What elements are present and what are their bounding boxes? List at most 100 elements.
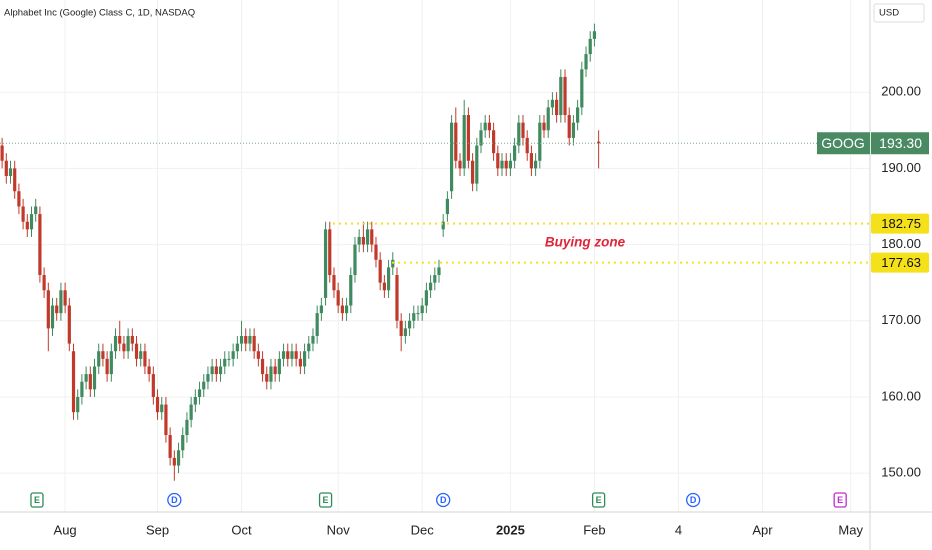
- candle-body: [382, 282, 386, 291]
- level-label: 182.75: [881, 216, 921, 231]
- annotation: Buying zone: [545, 235, 626, 250]
- candle-body: [218, 366, 223, 375]
- candle-body: [273, 366, 277, 375]
- candle-body: [55, 305, 59, 314]
- event-marker: E: [30, 492, 44, 508]
- candle-body: [244, 336, 248, 344]
- candle-body: [46, 290, 50, 329]
- candle-body: [449, 122, 454, 192]
- candle-body: [496, 153, 500, 169]
- event-marker: E: [833, 492, 847, 508]
- candle-body: [50, 305, 55, 329]
- candle-body: [445, 198, 449, 215]
- event-label: D: [690, 495, 697, 505]
- candle-body: [88, 374, 92, 390]
- candle-body: [122, 343, 126, 352]
- event-label: E: [323, 495, 329, 505]
- candle-body: [517, 122, 521, 146]
- candle-body: [307, 343, 311, 352]
- candle-body: [76, 396, 80, 413]
- candle-body: [584, 54, 588, 70]
- candle-body: [25, 221, 29, 230]
- candle-body: [210, 366, 214, 375]
- last-price-box: [871, 132, 929, 155]
- candle-body: [239, 336, 244, 344]
- candle-body: [97, 351, 101, 367]
- candle-body: [0, 145, 4, 161]
- candle-body: [168, 435, 172, 458]
- candle-body: [328, 229, 332, 276]
- candle-body: [105, 358, 109, 375]
- candle-body: [546, 107, 550, 131]
- candle-body: [424, 290, 428, 306]
- candle-body: [542, 122, 546, 131]
- event-icon: [167, 492, 182, 508]
- candle-body: [336, 290, 340, 306]
- candle-body: [277, 358, 281, 375]
- candle-body: [433, 275, 437, 283]
- event-label: E: [596, 495, 602, 505]
- candle-body: [437, 267, 441, 276]
- candle-body: [399, 320, 403, 336]
- candle-body: [139, 351, 143, 359]
- candle-body: [206, 374, 210, 382]
- candle-body: [571, 122, 576, 138]
- candle-body: [223, 358, 227, 367]
- candle-body: [155, 396, 160, 413]
- y-tick-label: 160.00: [881, 388, 921, 403]
- candle-body: [550, 99, 555, 108]
- candle-body: [370, 229, 374, 245]
- event-icon: [30, 492, 44, 508]
- candle-body: [80, 381, 84, 397]
- event-label: E: [34, 495, 40, 505]
- candle-body: [357, 236, 361, 245]
- last-price-label: 193.30: [879, 135, 922, 151]
- candle-body: [63, 290, 67, 306]
- x-tick-label: Aug: [54, 522, 77, 537]
- candle-body: [302, 351, 307, 367]
- candle-body: [252, 336, 256, 352]
- candle-body: [374, 244, 378, 260]
- candle-body: [176, 450, 181, 466]
- plot-area: [0, 23, 601, 481]
- candle-body: [202, 381, 206, 390]
- chart-title: Alphabet Inc (Google) Class C, 1D, NASDA…: [4, 8, 195, 19]
- y-tick-label: 190.00: [881, 160, 921, 175]
- candle-body: [197, 389, 202, 397]
- event-label: D: [440, 495, 447, 505]
- candle-body: [340, 305, 344, 314]
- candle-body: [84, 374, 88, 382]
- candle-body: [454, 122, 458, 161]
- candle-body: [559, 76, 563, 116]
- candle-body: [487, 122, 492, 131]
- candle-body: [13, 168, 17, 192]
- candle-body: [29, 214, 34, 230]
- candle-body: [576, 107, 580, 123]
- y-tick-label: 200.00: [881, 84, 921, 99]
- y-tick-label: 170.00: [881, 312, 921, 327]
- candle-body: [500, 160, 504, 169]
- candle-body: [521, 122, 525, 138]
- candle-body: [281, 351, 286, 359]
- candle-body: [92, 366, 97, 390]
- candle-body: [231, 351, 235, 359]
- x-tick-label: 2025: [496, 522, 525, 537]
- candle-body: [38, 214, 42, 276]
- event-icon: [436, 492, 451, 508]
- candle-body: [332, 275, 336, 291]
- candle-body: [34, 206, 38, 215]
- candle-body: [349, 275, 353, 306]
- candle-body: [563, 76, 567, 116]
- candle-body: [109, 351, 113, 375]
- candle-body: [181, 435, 185, 451]
- candle-body: [286, 351, 290, 359]
- level-label-box: [871, 213, 929, 234]
- x-tick-label: Feb: [583, 522, 605, 537]
- x-tick-label: Oct: [231, 522, 252, 537]
- event-icon: [591, 492, 606, 508]
- currency: USD: [879, 8, 899, 19]
- candle-body: [290, 351, 294, 359]
- candle-body: [466, 115, 470, 161]
- candle-body: [323, 229, 328, 298]
